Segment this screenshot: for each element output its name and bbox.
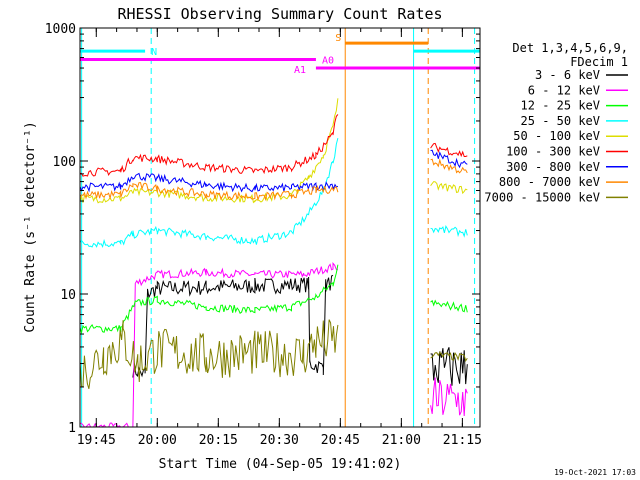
legend-label-1: 6 - 12 keV (528, 83, 600, 97)
legend-label-7: 800 - 7000 keV (499, 175, 600, 189)
series-layer (79, 98, 468, 428)
x-tick-label-2: 20:15 (199, 433, 238, 448)
post-gap-series-line-3 (430, 299, 468, 313)
series-line-4 (79, 98, 339, 204)
instrument-state-markers: N SA0 A1 (80, 28, 480, 427)
post-gap-series-line-6 (430, 158, 468, 174)
x-tick-label-1: 20:00 (138, 433, 177, 448)
chart-title: RHESSI Observing Summary Count Rates (117, 5, 442, 23)
legend-label-5: 100 - 300 keV (506, 145, 600, 159)
post-gap-series-line-8 (430, 142, 468, 158)
x-tick-label-0: 19:45 (77, 433, 116, 448)
legend-label-3: 25 - 50 keV (521, 114, 600, 128)
x-tick-label-3: 20:30 (260, 433, 299, 448)
series-line-1 (79, 261, 339, 428)
post-gap-series-line-0 (430, 377, 468, 417)
y-axis-label: Count Rate (s⁻¹ detector⁻¹) (23, 121, 38, 332)
legend-label-6: 300 - 800 keV (506, 160, 600, 174)
legend-header-0: Det 1,3,4,5,6,9, (512, 41, 628, 55)
marker-label-a0: A0 (322, 55, 334, 66)
series-line-0 (132, 274, 334, 378)
legend-header-1: FDecim 1 (570, 55, 628, 69)
legend-label-8: 7000 - 15000 keV (484, 190, 600, 204)
y-tick-label-3: 1000 (45, 22, 76, 37)
post-gap-series-line-2 (430, 351, 468, 363)
post-gap-series-line-7 (430, 149, 468, 169)
x-tick-label-4: 20:45 (321, 433, 360, 448)
series-line-7 (79, 181, 339, 202)
series-line-8 (79, 319, 339, 389)
series-line-6 (79, 172, 339, 193)
series-line-5 (79, 114, 339, 177)
series-line-3 (79, 137, 339, 248)
x-tick-label-6: 21:15 (443, 433, 482, 448)
axes: 1 10 100 1000 19:45 20:00 20:15 20:30 20:45 21:00… (45, 22, 482, 448)
marker-label-a1: A1 (294, 65, 306, 76)
post-gap-series-line-1 (430, 347, 468, 386)
y-tick-label-2: 100 (53, 155, 76, 170)
post-gap-series-line-4 (430, 225, 468, 238)
x-tick-label-5: 21:00 (382, 433, 421, 448)
post-gap-series-line-5 (430, 181, 468, 195)
legend-label-0: 3 - 6 keV (535, 68, 600, 82)
marker-label-n: N (151, 47, 157, 58)
legend-label-4: 50 - 100 keV (513, 129, 600, 143)
marker-label-s: S (335, 33, 341, 44)
render-timestamp: 19-Oct-2021 17:03 (554, 468, 636, 477)
y-tick-label-0: 1 (68, 421, 76, 436)
legend-label-2: 12 - 25 keV (521, 99, 600, 113)
plot-frame (79, 27, 481, 428)
y-tick-label-1: 10 (60, 288, 76, 303)
x-axis-label: Start Time (04-Sep-05 19:41:02) (159, 457, 402, 472)
